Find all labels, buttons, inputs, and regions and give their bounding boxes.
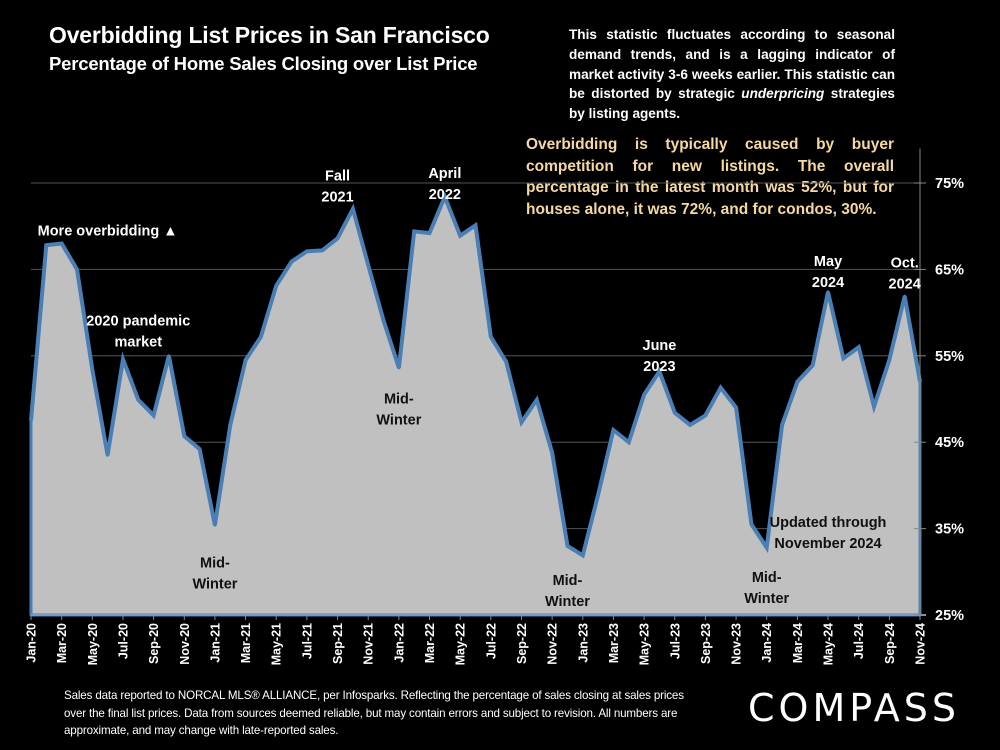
x-tick-label: Mar-20 — [55, 623, 69, 663]
methodology-note-text-1: This statistic fluctuates according to s… — [569, 27, 895, 102]
annotation-text: Winter — [545, 594, 590, 610]
x-tick-label: Sep-23 — [699, 623, 713, 664]
x-tick-label: Sep-22 — [515, 623, 529, 664]
x-tick-label: May-21 — [270, 623, 284, 665]
annotation-text: 2021 — [321, 189, 353, 205]
x-tick-label: May-20 — [86, 623, 100, 665]
annotation-text: 2020 pandemic — [86, 314, 190, 330]
annotation-text: June — [643, 338, 677, 354]
x-tick-label: Nov-24 — [914, 623, 928, 665]
y-tick-label: 35% — [935, 522, 964, 538]
annotation-oct-2024: Oct. 2024 — [889, 256, 921, 293]
source-disclaimer: Sales data reported to NORCAL MLS® ALLIA… — [64, 689, 684, 737]
x-axis-labels: Jan-20 Mar-20 May-20 Jul-20 Sep-20 Nov-20 Jan-… — [25, 623, 928, 665]
y-axis-labels: 25% 35% 45% 55% 65% 75% — [935, 176, 964, 624]
annotation-midwinter-2022: Mid- Winter — [376, 391, 421, 428]
annotation-text: 2024 — [812, 275, 844, 291]
area-chart: 25% 35% 45% 55% 65% 75% Jan-20 Mar-20 May-20 Jul… — [25, 148, 964, 665]
annotation-may-2024: May 2024 — [812, 254, 844, 291]
x-tick-label: Jan-21 — [208, 623, 222, 663]
x-tick-label: Nov-20 — [178, 623, 192, 665]
x-tick-label: Sep-20 — [147, 623, 161, 664]
chart-title: Overbidding List Prices in San Francisco — [49, 22, 490, 48]
annotation-text: Mid- — [200, 555, 230, 571]
annotation-text: market — [115, 335, 163, 351]
annotation-text: 2023 — [643, 359, 675, 375]
annotation-text: Winter — [744, 591, 789, 607]
x-tick-label: Jul-21 — [300, 623, 314, 659]
annotation-midwinter-2021: Mid- Winter — [192, 555, 237, 592]
x-tick-label: Sep-24 — [883, 623, 897, 664]
annotation-updated-through: Updated through November 2024 — [770, 515, 887, 552]
annotation-june-2023: June 2023 — [643, 338, 677, 375]
x-tick-label: Jan-22 — [392, 623, 406, 663]
annotation-text: Updated through — [770, 515, 887, 531]
x-tick-label: Nov-22 — [546, 623, 560, 665]
annotation-text: 2022 — [429, 187, 461, 203]
x-tick-label: Nov-23 — [730, 623, 744, 665]
series-line — [29, 191, 922, 559]
annotation-april-2022: April 2022 — [428, 166, 461, 203]
chart-annotations: More overbidding ▲ 2020 pandemic market Mid… — [38, 166, 921, 610]
x-tick-label: Nov-21 — [362, 623, 376, 665]
annotation-more-overbidding: More overbidding ▲ — [38, 224, 178, 240]
x-tick-label: Jul-24 — [852, 623, 866, 659]
x-tick-label: May-23 — [638, 623, 652, 665]
x-tick-label: Jul-22 — [484, 623, 498, 659]
x-tick-label: Jan-20 — [25, 623, 39, 663]
annotation-midwinter-2024: Mid- Winter — [744, 570, 789, 607]
axes — [30, 148, 926, 620]
x-tick-label: Mar-22 — [423, 623, 437, 663]
annotation-text: 2024 — [889, 277, 921, 293]
annotation-text: Oct. — [891, 256, 919, 272]
y-tick-label: 45% — [935, 435, 964, 451]
x-tick-label: Jan-23 — [576, 623, 590, 663]
y-tick-label: 65% — [935, 262, 964, 278]
compass-logo: COMPASS — [748, 686, 960, 730]
annotation-text: More overbidding ▲ — [38, 224, 178, 240]
annotation-midwinter-2023: Mid- Winter — [545, 573, 590, 610]
x-tick-label: May-22 — [454, 623, 468, 665]
x-tick-label: Mar-23 — [607, 623, 621, 663]
annotation-text: May — [814, 254, 842, 270]
y-tick-label: 55% — [935, 349, 964, 365]
x-tick-label: Jul-20 — [116, 623, 130, 659]
annotation-fall-2021: Fall 2021 — [321, 168, 353, 205]
annotation-text: April — [428, 166, 461, 182]
annotation-pandemic-2020: 2020 pandemic market — [86, 314, 190, 351]
methodology-note: This statistic fluctuates according to s… — [569, 25, 895, 124]
annotation-text: Mid- — [553, 573, 583, 589]
x-tick-label: Mar-24 — [791, 623, 805, 663]
annotation-text: Winter — [192, 576, 237, 592]
annotation-text: November 2024 — [774, 536, 881, 552]
y-tick-label: 75% — [935, 176, 964, 192]
annotation-text: Mid- — [384, 391, 414, 407]
x-tick-label: Mar-21 — [239, 623, 253, 663]
x-tick-label: May-24 — [822, 623, 836, 665]
x-tick-label: Jul-23 — [668, 623, 682, 659]
x-tick-label: Sep-21 — [331, 623, 345, 664]
annotation-text: Fall — [325, 168, 350, 184]
annotation-text: Mid- — [752, 570, 782, 586]
methodology-note-italic: underpricing — [741, 86, 825, 102]
methodology-note-text-2: strategies by listing agents. — [569, 86, 895, 122]
x-tick-label: Jan-24 — [760, 623, 774, 663]
area-fill — [29, 195, 922, 617]
annotation-text: Winter — [376, 412, 421, 428]
chart-subtitle: Percentage of Home Sales Closing over Li… — [49, 53, 478, 74]
y-tick-label: 25% — [935, 608, 964, 624]
